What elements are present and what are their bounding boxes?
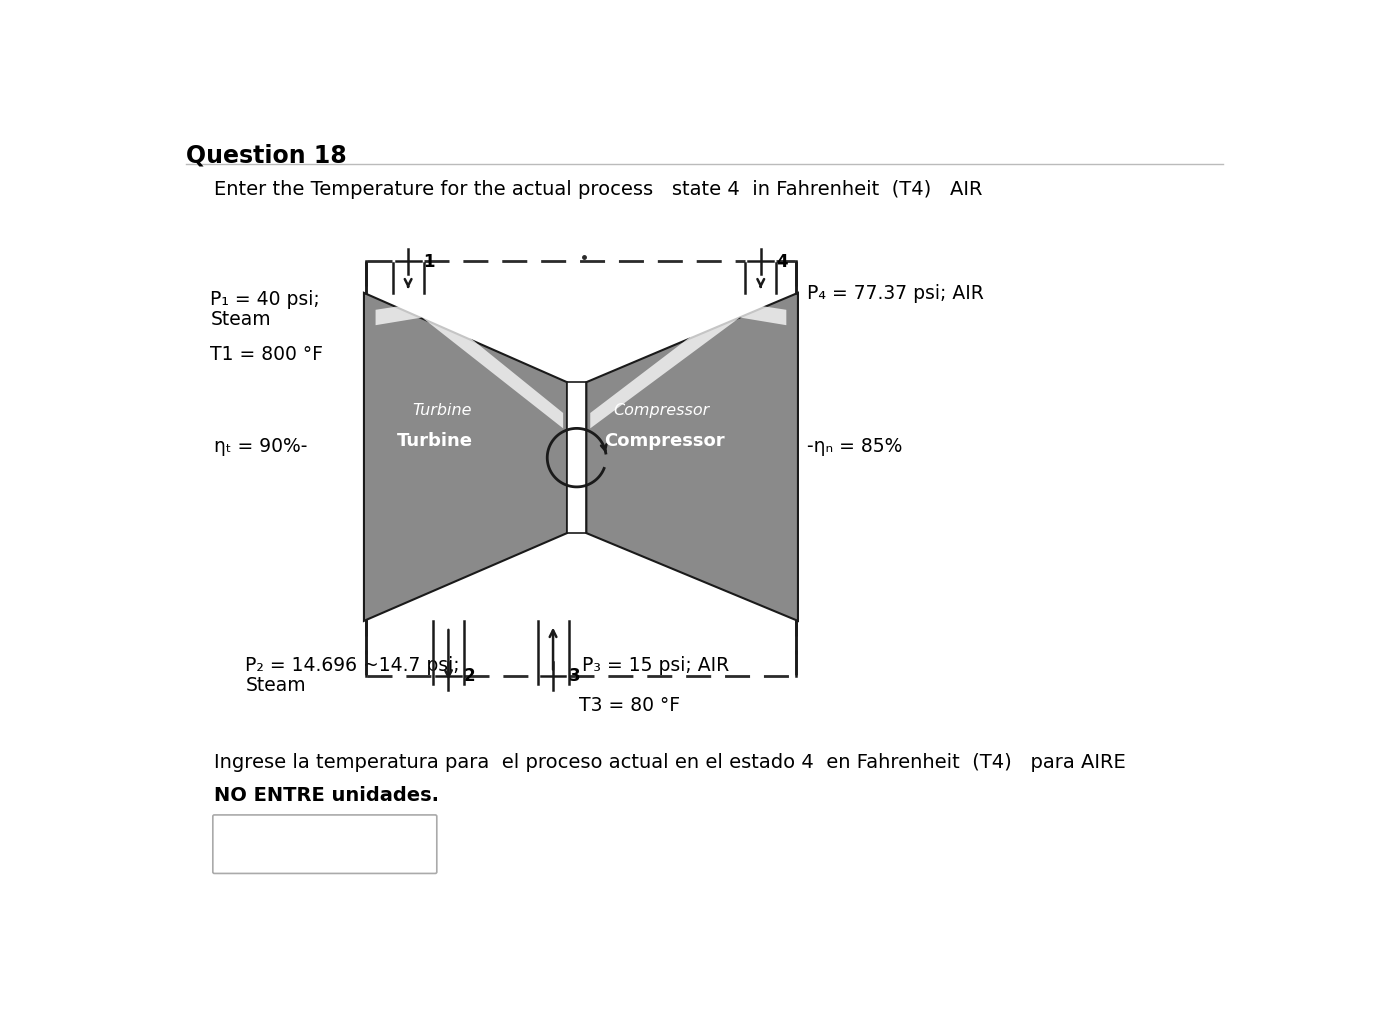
Text: ηₜ = 90%-: ηₜ = 90%- [214, 437, 308, 456]
Text: Steam: Steam [246, 677, 306, 695]
Text: Enter the Temperature for the actual process   state 4  in Fahrenheit  (T4)   AI: Enter the Temperature for the actual pro… [214, 180, 982, 199]
Text: 1: 1 [423, 253, 436, 271]
Text: Steam: Steam [210, 310, 271, 329]
Text: T3 = 80 °F: T3 = 80 °F [578, 696, 680, 714]
Text: Question 18: Question 18 [185, 143, 346, 168]
Text: Ingrese la temperatura para  el proceso actual en el estado 4  en Fahrenheit  (T: Ingrese la temperatura para el proceso a… [214, 753, 1127, 772]
Text: P₃ = 15 psi; AIR: P₃ = 15 psi; AIR [583, 656, 730, 676]
Text: -ηₙ = 85%: -ηₙ = 85% [808, 437, 903, 456]
Text: T1 = 800 °F: T1 = 800 °F [210, 345, 323, 364]
Polygon shape [364, 293, 567, 621]
Text: Turbine: Turbine [397, 433, 473, 450]
Text: 2: 2 [464, 668, 475, 686]
Bar [567, 382, 587, 533]
Polygon shape [375, 302, 563, 429]
Polygon shape [587, 293, 798, 621]
Text: P₄ = 77.37 psi; AIR: P₄ = 77.37 psi; AIR [808, 283, 984, 303]
Text: Compressor: Compressor [605, 433, 725, 450]
Text: NO ENTRE unidades.: NO ENTRE unidades. [214, 785, 440, 805]
Text: P₂ = 14.696 ~14.7 psi;: P₂ = 14.696 ~14.7 psi; [246, 656, 460, 676]
Polygon shape [591, 302, 786, 429]
Text: P₁ = 40 psi;: P₁ = 40 psi; [210, 290, 320, 309]
Text: Compressor: Compressor [614, 403, 710, 419]
FancyBboxPatch shape [213, 815, 437, 874]
Text: 3: 3 [569, 668, 580, 686]
Text: Turbine: Turbine [412, 403, 471, 419]
Text: 4: 4 [776, 253, 787, 271]
